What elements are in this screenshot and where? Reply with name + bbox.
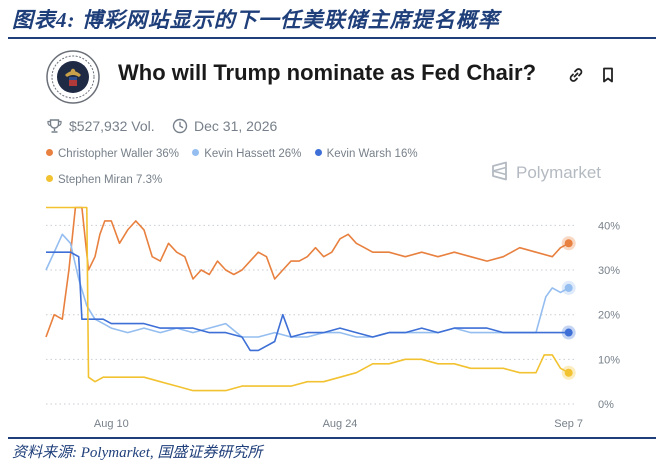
clock-icon xyxy=(172,118,188,134)
series-line xyxy=(46,251,569,352)
legend-dot xyxy=(46,149,53,156)
legend-dot xyxy=(314,149,322,156)
link-icon[interactable] xyxy=(566,65,586,85)
legend-item-hassett[interactable]: Kevin Hassett 26% xyxy=(192,146,301,162)
polymarket-logo-icon xyxy=(492,161,507,181)
bookmark-icon[interactable] xyxy=(598,65,618,85)
x-tick-label: Aug 24 xyxy=(323,418,358,430)
series-line xyxy=(45,233,570,338)
legend-label: Kevin Hassett 26% xyxy=(204,148,302,160)
y-tick-label: 40% xyxy=(598,220,620,232)
trophy-icon xyxy=(47,119,62,133)
volume-meta: $527,932 Vol. xyxy=(46,118,155,136)
legend-label: Kevin Warsh 16% xyxy=(326,148,418,160)
brand-name: Polymarket xyxy=(516,163,602,182)
x-tick-label: Sep 7 xyxy=(554,418,583,430)
source-note: 资料来源: Polymarket, 国盛证券研究所 xyxy=(12,445,263,461)
series-endpoint xyxy=(564,368,573,377)
market-title: Who will Trump nominate as Fed Chair? xyxy=(118,60,537,85)
y-tick-label: 0% xyxy=(598,399,614,411)
top-rule xyxy=(8,37,656,39)
x-tick-label: Aug 10 xyxy=(94,418,129,430)
y-tick-label: 10% xyxy=(598,354,620,366)
series-endpoint xyxy=(564,283,573,292)
end-date-meta: Dec 31, 2026 xyxy=(172,118,277,136)
legend-item-warsh[interactable]: Kevin Warsh 16% xyxy=(314,146,418,162)
fed-seal-icon xyxy=(46,50,100,104)
bottom-rule xyxy=(8,437,656,439)
end-date-value: Dec 31, 2026 xyxy=(194,118,278,134)
series-line xyxy=(46,206,570,392)
y-tick-label: 20% xyxy=(598,310,620,322)
series-endpoint xyxy=(564,328,573,337)
legend-item-waller[interactable]: Christopher Waller 36% xyxy=(46,146,179,162)
legend-label: Christopher Waller 36% xyxy=(58,148,180,160)
legend-dot xyxy=(192,149,200,156)
legend-dot xyxy=(46,175,53,182)
series-endpoint xyxy=(564,239,573,248)
legend-label: Stephen Miran 7.3% xyxy=(58,174,163,186)
legend-row: Christopher Waller 36% Kevin Hassett 26%… xyxy=(46,146,476,172)
y-tick-label: 30% xyxy=(598,265,620,277)
polymarket-brand: Polymarket xyxy=(490,161,601,183)
volume-value: $527,932 Vol. xyxy=(69,118,155,134)
figure-title: 图表4: 博彩网站显示的下一任美联储主席提名概率 xyxy=(12,8,500,32)
legend-item-miran[interactable]: Stephen Miran 7.3% xyxy=(46,172,162,188)
series-line xyxy=(45,206,570,338)
legend-row: Stephen Miran 7.3% xyxy=(46,172,476,198)
chart-legend: Christopher Waller 36% Kevin Hassett 26%… xyxy=(46,146,476,198)
